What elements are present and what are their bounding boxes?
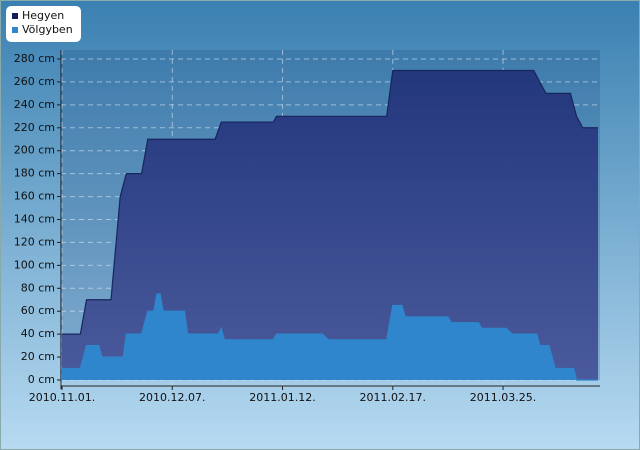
y-tick-label: 160 cm bbox=[14, 190, 55, 203]
x-tick-label: 2011.03.25. bbox=[470, 391, 536, 404]
y-tick-label: 140 cm bbox=[14, 213, 55, 226]
y-tick-label: 120 cm bbox=[14, 235, 55, 248]
y-tick-label: 40 cm bbox=[21, 327, 55, 340]
y-tick-label: 220 cm bbox=[14, 121, 55, 134]
legend-label: Völgyben bbox=[22, 23, 73, 36]
area-line bbox=[62, 293, 598, 381]
y-tick-label: 200 cm bbox=[14, 144, 55, 157]
area-fill bbox=[62, 70, 598, 380]
y-tick-label: 240 cm bbox=[14, 98, 55, 111]
legend-box bbox=[6, 6, 81, 42]
legend-swatch bbox=[12, 27, 18, 33]
y-tick-label: 100 cm bbox=[14, 258, 55, 271]
area-line bbox=[62, 69, 598, 335]
y-tick-label: 0 cm bbox=[28, 373, 55, 386]
legend-label: Hegyen bbox=[22, 9, 64, 22]
x-tick-label: 2011.01.12. bbox=[249, 391, 315, 404]
x-tick-label: 2010.11.01. bbox=[29, 391, 95, 404]
y-tick-label: 280 cm bbox=[14, 52, 55, 65]
x-tick-label: 2011.02.17. bbox=[360, 391, 426, 404]
y-tick-label: 60 cm bbox=[21, 304, 55, 317]
y-tick-label: 180 cm bbox=[14, 167, 55, 180]
y-tick-label: 20 cm bbox=[21, 350, 55, 363]
area-fill bbox=[62, 294, 598, 380]
y-tick-label: 80 cm bbox=[21, 281, 55, 294]
y-tick-label: 260 cm bbox=[14, 75, 55, 88]
x-tick-label: 2010.12.07. bbox=[139, 391, 205, 404]
legend-swatch bbox=[12, 13, 18, 19]
